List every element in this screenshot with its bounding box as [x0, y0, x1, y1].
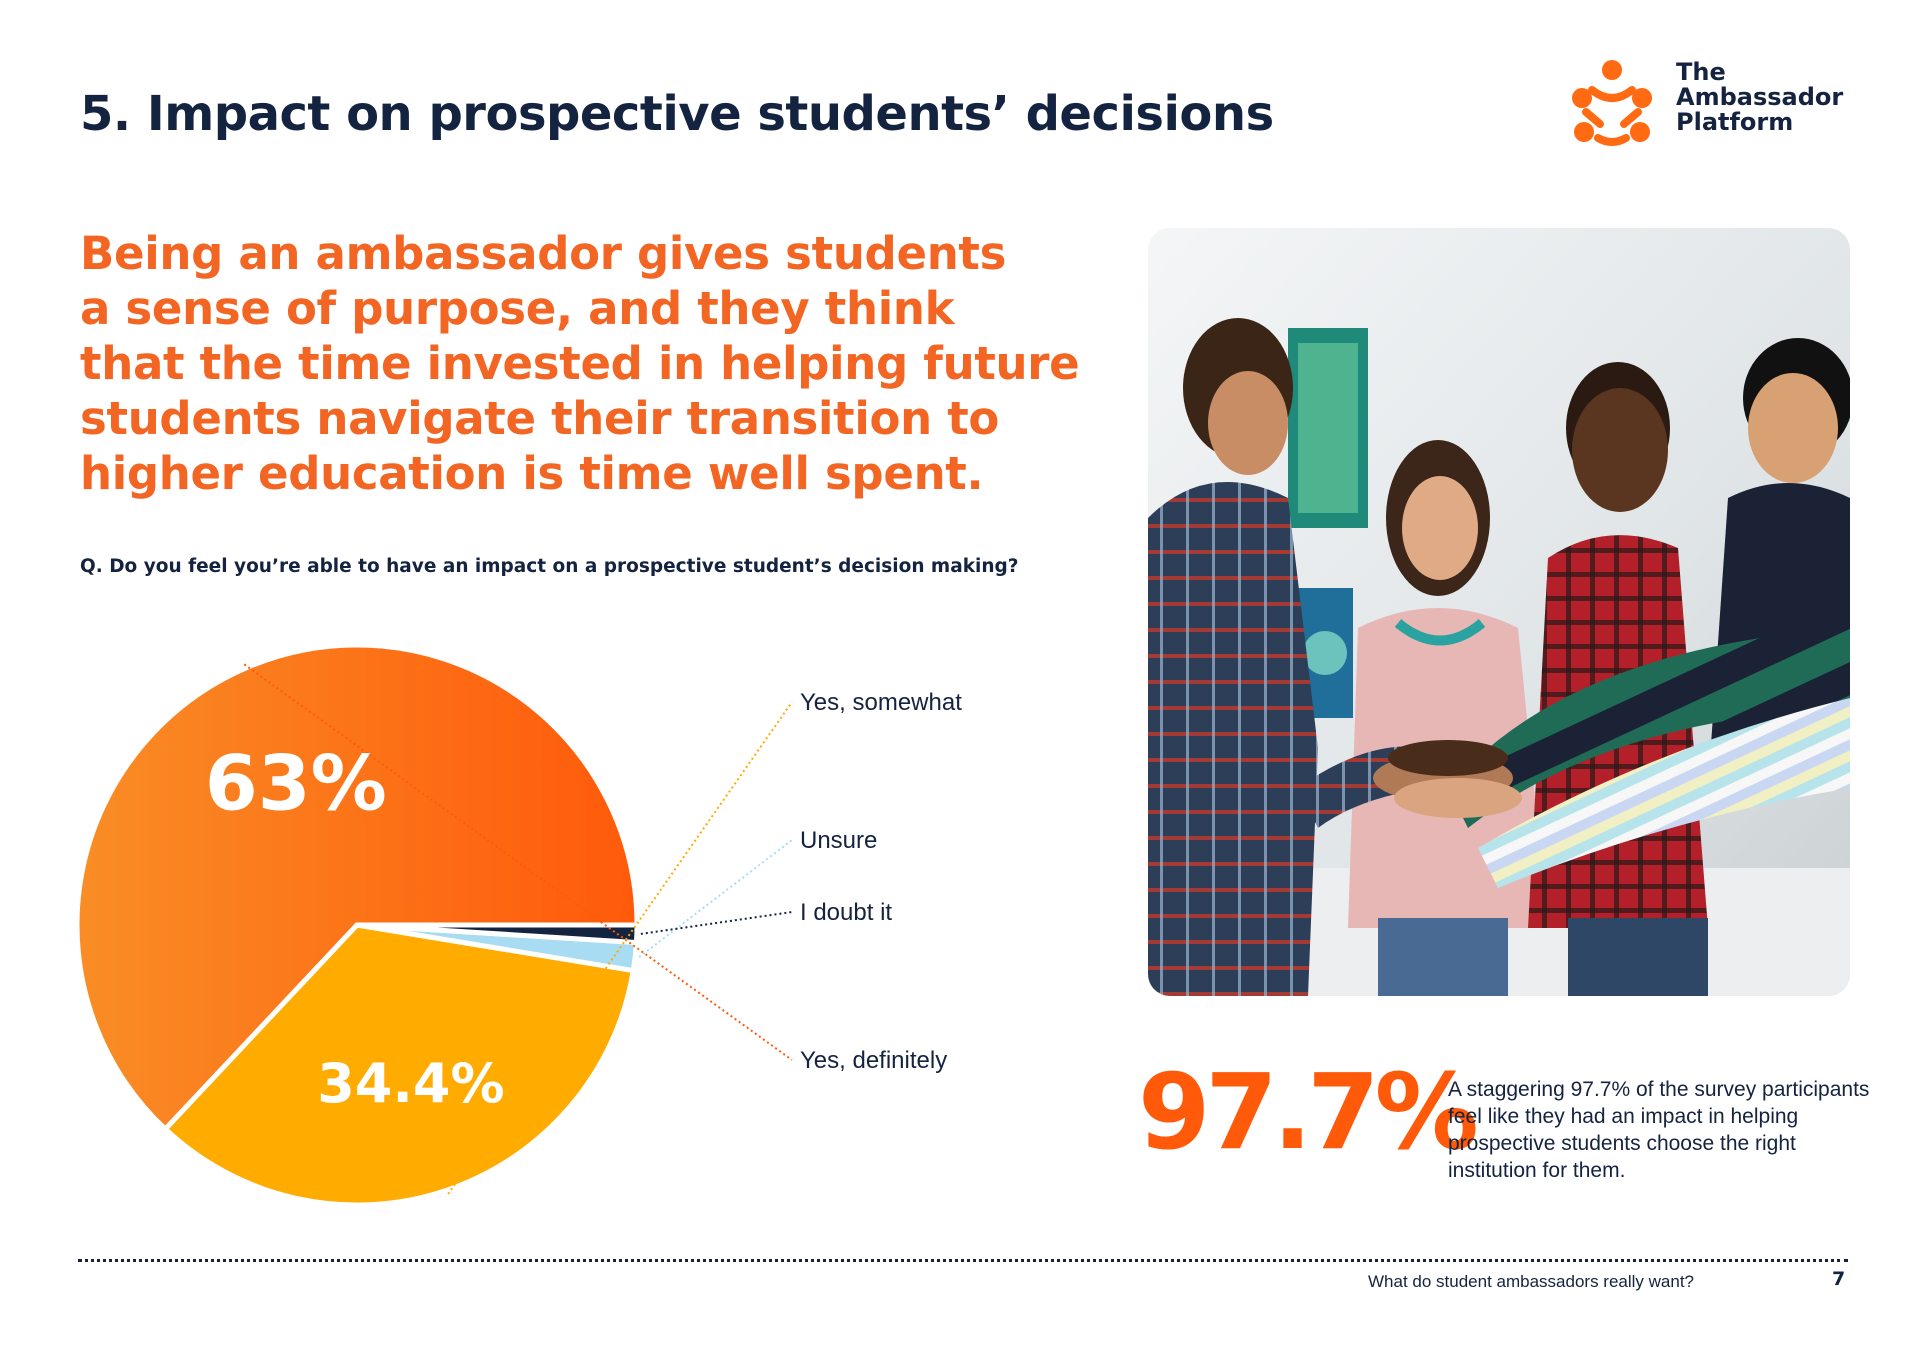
pie-slice-i-doubt-it [354, 922, 640, 946]
brand-logo[interactable]: The Ambassador Platform [1570, 58, 1870, 148]
pie-slice-yes-somewhat [162, 922, 636, 1208]
photo-illustration [1148, 228, 1850, 996]
footer-divider [78, 1259, 1848, 1262]
ambassador-platform-logo-icon [1572, 60, 1652, 146]
headline-line: a sense of purpose, and they think [80, 282, 955, 335]
page-number: 7 [1832, 1268, 1846, 1290]
leader-line [640, 911, 793, 935]
pie-slice-yes-definitely [74, 642, 640, 1132]
highlight-value: 97.7% [1138, 1051, 1479, 1173]
leader-line [638, 839, 793, 958]
legend-label: Yes, definitely [800, 1047, 947, 1074]
slice-value-label: 63% [205, 739, 387, 828]
logo-line: Ambassador [1676, 83, 1844, 111]
headline-line: students navigate their transition to [80, 392, 1000, 445]
headline-line: Being an ambassador gives students [80, 227, 1007, 280]
logo-line: Platform [1676, 108, 1794, 136]
page-title: 5. Impact on prospective students’ decis… [80, 86, 1274, 142]
highlight-text: A staggering 97.7% of the survey partici… [1448, 1078, 1870, 1182]
leader-line [447, 701, 793, 1195]
chart-question: Q. Do you feel you’re able to have an im… [80, 556, 1019, 577]
footer-text: What do student ambassadors really want? [1368, 1272, 1695, 1291]
legend-label: Unsure [800, 827, 877, 854]
headline-line: that the time invested in helping future [80, 337, 1080, 390]
slice-value-label: 34.4% [317, 1052, 504, 1115]
logo-line: The [1676, 58, 1726, 86]
legend-label: Yes, somewhat [800, 689, 962, 716]
legend-label: I doubt it [800, 899, 892, 926]
pie-chart: Yes, definitely 63% Yes, somewhat 34.4% Unsu… [74, 642, 962, 1208]
logo-wordmark: The Ambassador Platform [1676, 60, 1843, 135]
headline: Being an ambassador gives students a sen… [80, 226, 1080, 501]
headline-line: higher education is time well spent. [80, 447, 984, 500]
students-hands-together-photo [1148, 228, 1850, 996]
